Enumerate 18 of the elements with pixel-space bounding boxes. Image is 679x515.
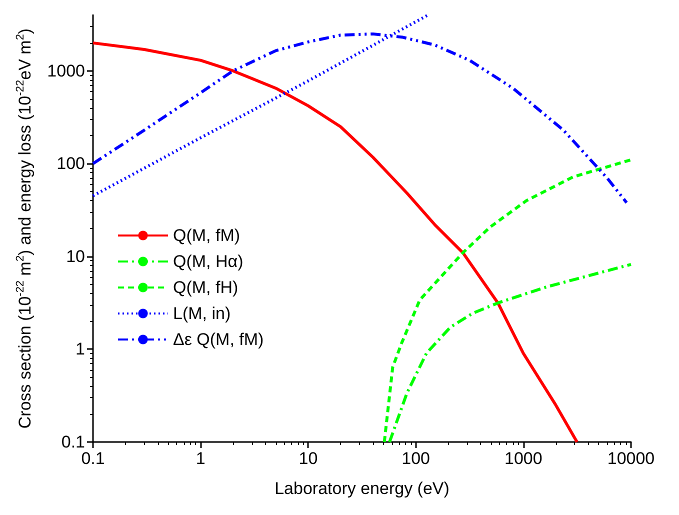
legend-label: Δε Q(M, fM)	[173, 330, 264, 349]
x-tick-label: 10	[298, 449, 318, 468]
text: Cross section (10-22 m2) and energy loss (10-22eV m2)	[14, 28, 34, 429]
legend-label: Q(M, fH)	[173, 278, 238, 297]
x-tick-label: 1	[196, 449, 206, 468]
legend-label: Q(M, fM)	[173, 226, 240, 245]
x-axis-title: Laboratory energy (eV)	[274, 479, 450, 498]
y-tick-label: 1000	[47, 61, 85, 80]
y-tick-label: 1	[76, 340, 85, 359]
y-tick-label: 100	[56, 154, 85, 174]
x-tick-label: 0.1	[81, 449, 105, 468]
legend-label: L(M, in)	[173, 304, 231, 323]
x-tick-label: 100	[402, 449, 430, 468]
x-tick-label: 10000	[607, 449, 655, 468]
y-tick-label: 10	[66, 246, 85, 266]
legend-label: Q(M, Hα)	[173, 252, 244, 271]
y-tick-label: 0.1	[61, 432, 85, 452]
x-tick-label: 1000	[504, 449, 542, 468]
